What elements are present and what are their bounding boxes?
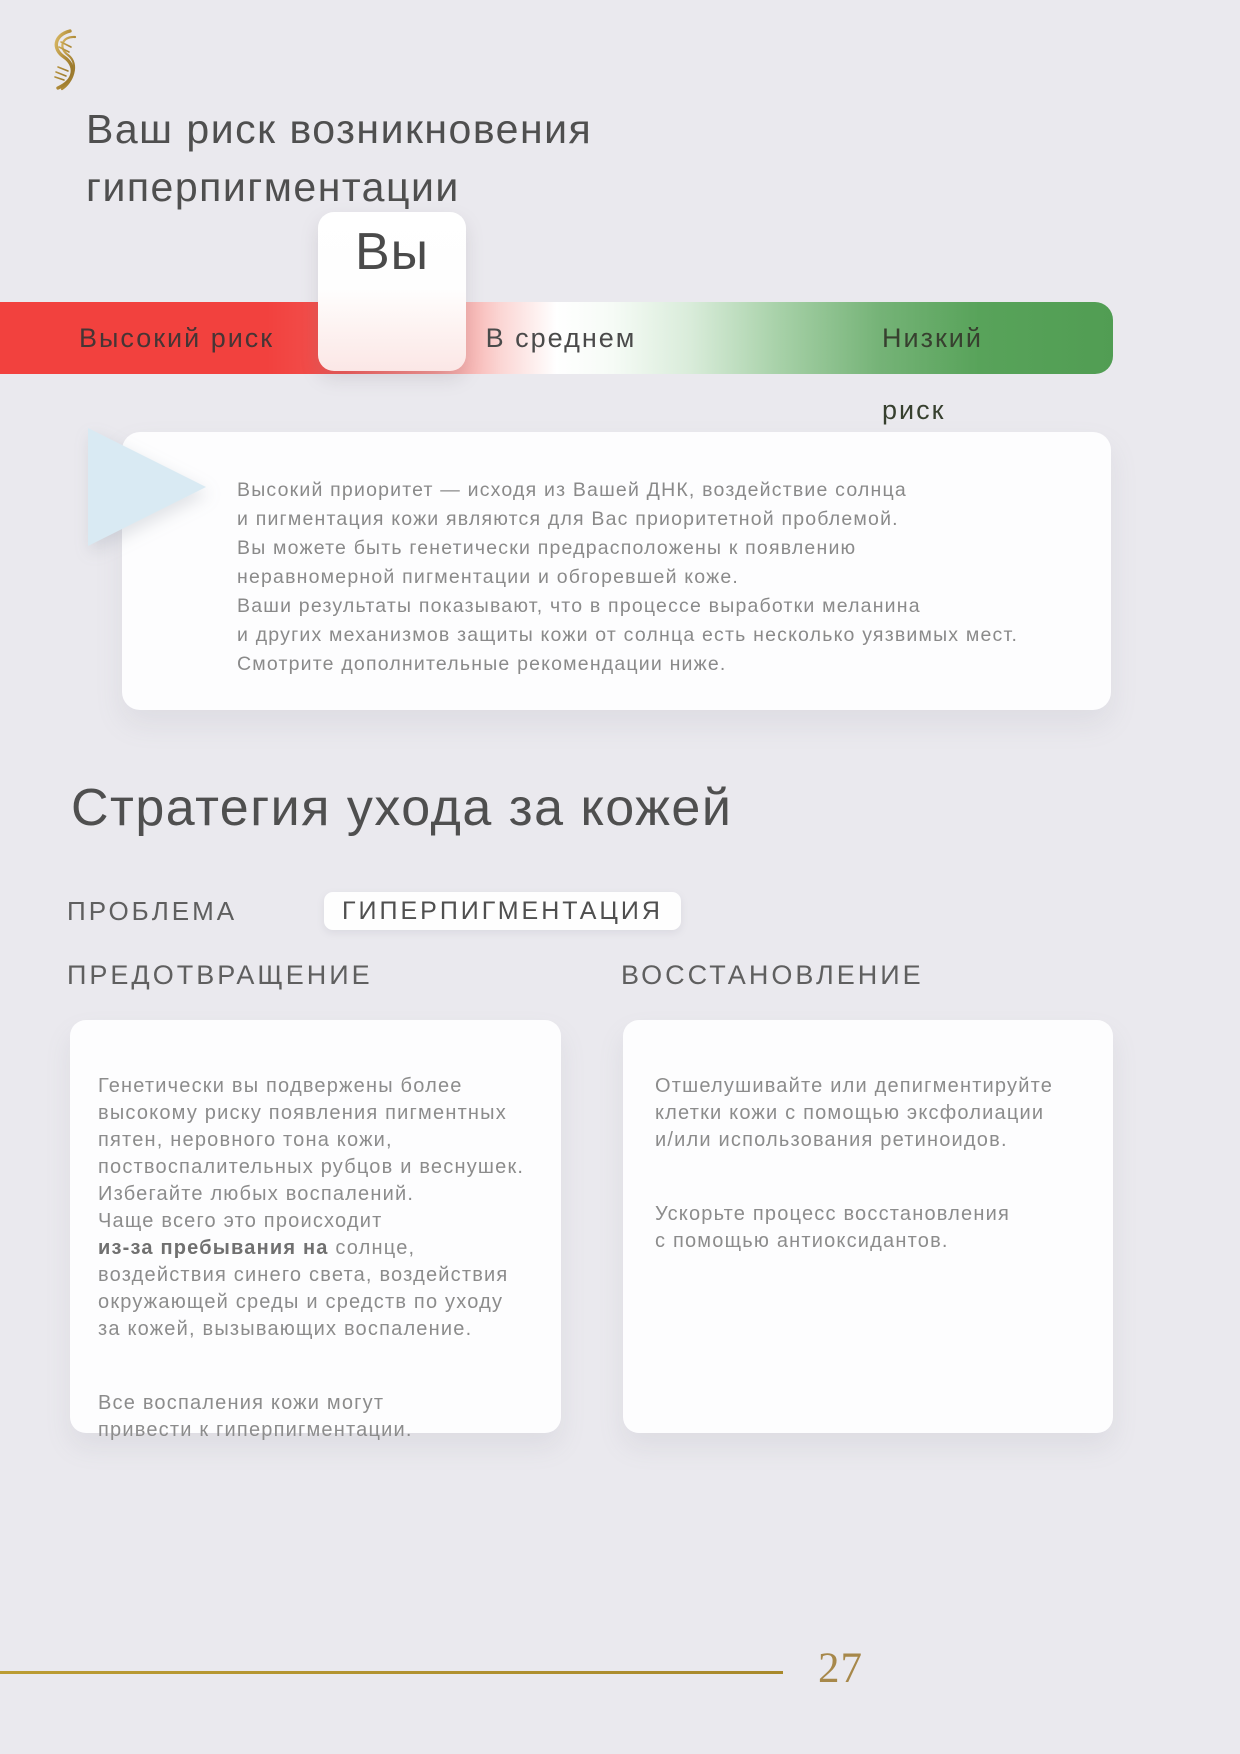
problem-value-pill: ГИПЕРПИГМЕНТАЦИЯ	[324, 892, 681, 930]
restoration-heading: ВОССТАНОВЛЕНИЕ	[621, 960, 924, 990]
problem-label: ПРОБЛЕМА	[67, 896, 238, 926]
risk-gradient-bar: Высокий риск В среднем Низкий риск	[0, 302, 1113, 425]
strategy-section-title: Стратегия ухода за кожей	[71, 779, 733, 837]
summary-text: Высокий приоритет — исходя из Вашей ДНК,…	[237, 479, 1019, 675]
risk-label-medium: В среднем	[485, 323, 637, 353]
prevention-card-text: Генетически вы подвержены более высокому…	[98, 1046, 537, 1491]
risk-label-low: Низкий риск	[882, 323, 983, 425]
restoration-card: Отшелушивайте или депигментируйте клетки…	[623, 1020, 1113, 1433]
risk-marker-label: Вы	[354, 223, 430, 281]
restoration-card-text: Отшелушивайте или депигментируйте клетки…	[655, 1046, 1089, 1302]
restoration-paragraph-1: Отшелушивайте или депигментируйте клетки…	[655, 1075, 1054, 1151]
page-number: 27	[818, 1645, 863, 1692]
prevention-bold-fragment: из-за пребывания на	[98, 1237, 329, 1259]
prevention-paragraph-1: Генетически вы подвержены более высокому…	[98, 1075, 525, 1340]
prevention-card: Генетически вы подвержены более высокому…	[70, 1020, 561, 1441]
risk-marker-you: Вы	[318, 212, 466, 371]
restoration-paragraph-2: Ускорьте процесс восстановления с помощь…	[655, 1203, 1011, 1252]
prevention-paragraph-2: Все воспаления кожи могут привести к гип…	[98, 1392, 413, 1441]
footer-divider-line	[0, 1671, 783, 1674]
prevention-heading: ПРЕДОТВРАЩЕНИЕ	[67, 960, 373, 990]
pointer-triangle-icon	[88, 428, 206, 546]
page-title: Ваш риск возникновения гиперпигментации	[86, 106, 593, 210]
summary-card: Высокий приоритет — исходя из Вашей ДНК,…	[122, 432, 1111, 710]
risk-label-high: Высокий риск	[79, 323, 275, 353]
dna-logo-icon	[54, 29, 77, 91]
